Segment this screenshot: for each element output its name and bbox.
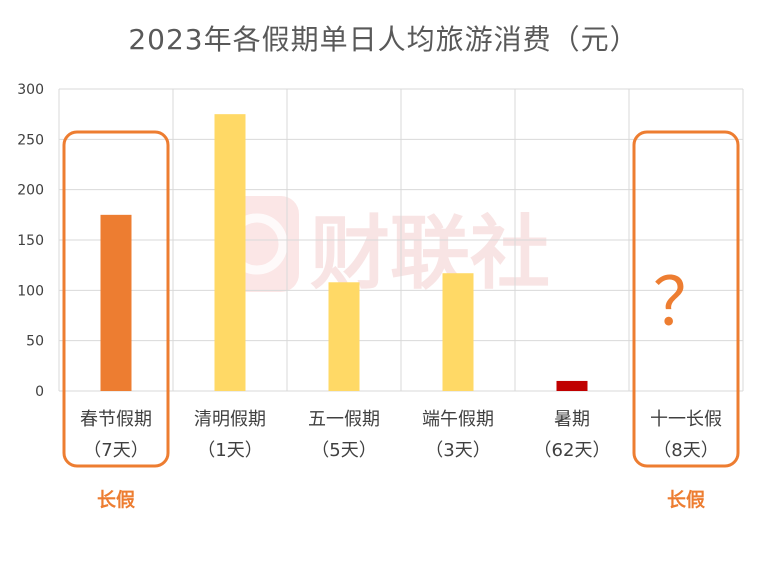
y-tick-label: 100: [17, 283, 44, 299]
bar: [328, 282, 360, 391]
x-category-label: 端午假期: [422, 409, 494, 430]
bar: [442, 273, 474, 391]
highlight-label: 长假: [667, 488, 705, 511]
chart-title: 2023年各假期单日人均旅游消费（元）: [128, 23, 639, 56]
y-tick-label: 250: [17, 132, 44, 148]
x-category-label: 暑期: [554, 409, 590, 430]
x-category-label: （1天）: [197, 440, 262, 461]
y-tick-label: 150: [17, 233, 44, 249]
x-category-label: （3天）: [425, 440, 490, 461]
y-tick-label: 300: [17, 82, 44, 98]
bar: [100, 214, 132, 391]
unknown-value-marker: ？: [653, 264, 719, 341]
x-category-label: （62天）: [534, 440, 611, 461]
bar: [214, 114, 246, 392]
highlight-frame: [632, 130, 740, 468]
x-category-label: 五一假期: [308, 409, 380, 430]
y-tick-label: 0: [35, 384, 44, 400]
x-category-label: （8天）: [653, 440, 718, 461]
bar: [556, 380, 588, 391]
x-category-label: 春节假期: [80, 409, 152, 430]
highlight-frame: [62, 130, 170, 468]
x-category-label: （5天）: [311, 440, 376, 461]
x-category-label: （7天）: [83, 440, 148, 461]
x-category-label: 清明假期: [194, 409, 266, 430]
y-tick-label: 50: [26, 334, 44, 350]
y-tick-label: 200: [17, 183, 44, 199]
x-category-label: 十一长假: [650, 409, 722, 430]
highlight-label: 长假: [97, 488, 135, 511]
